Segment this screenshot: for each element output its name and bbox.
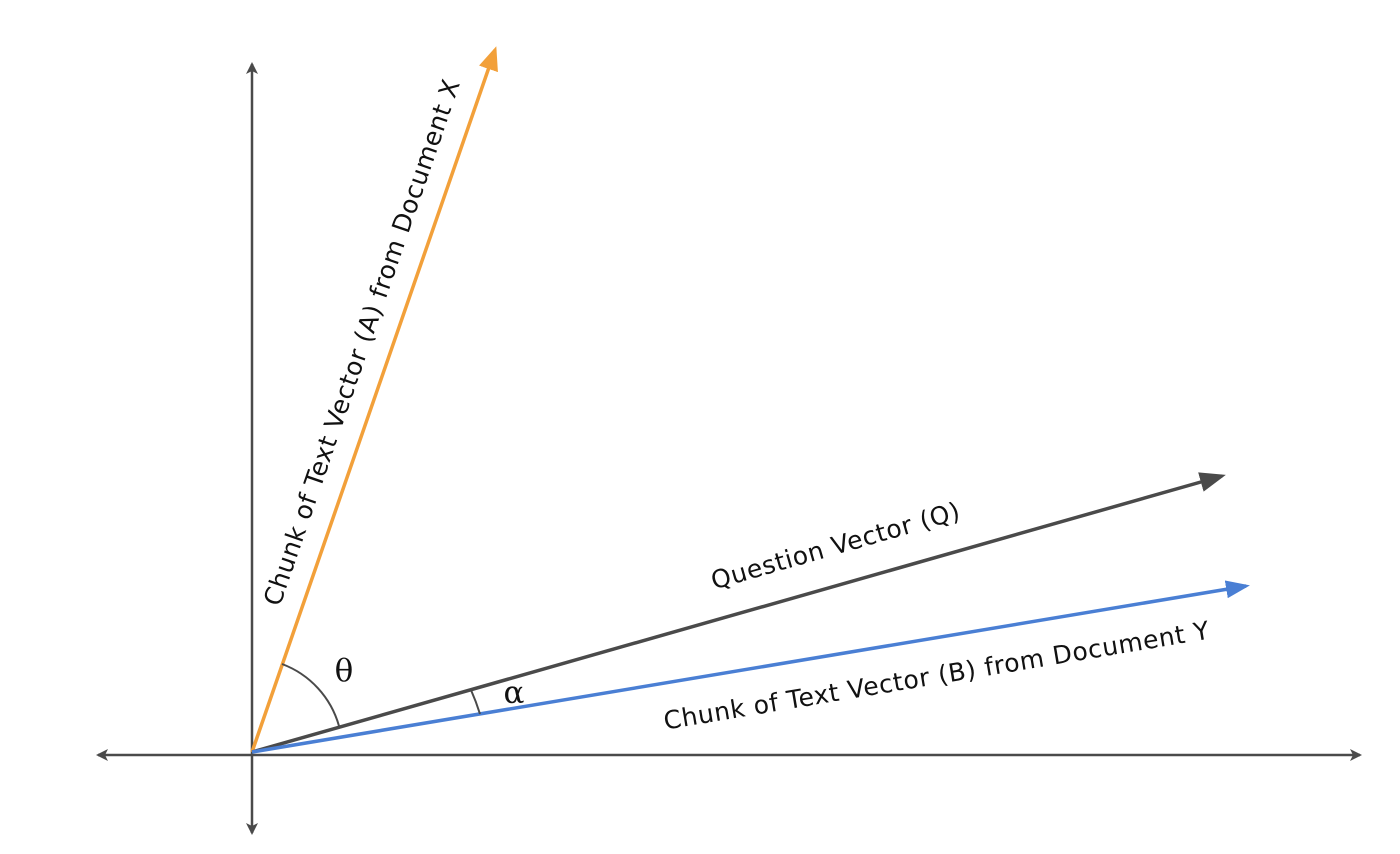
vector-a-label: Chunk of Text Vector (A) from Document X (258, 75, 466, 609)
vector-q-label: Question Vector (Q) (708, 496, 964, 595)
alpha-symbol: α (504, 675, 525, 711)
theta-symbol: θ (335, 653, 354, 689)
alpha-angle-arc (470, 689, 481, 715)
vector-a-arrow (250, 46, 498, 753)
theta-angle-arc (281, 663, 340, 727)
vector-b-arrow (251, 580, 1250, 754)
vector-q-arrow (251, 472, 1226, 754)
vector-b-label: Chunk of Text Vector (B) from Document Y (661, 616, 1211, 736)
